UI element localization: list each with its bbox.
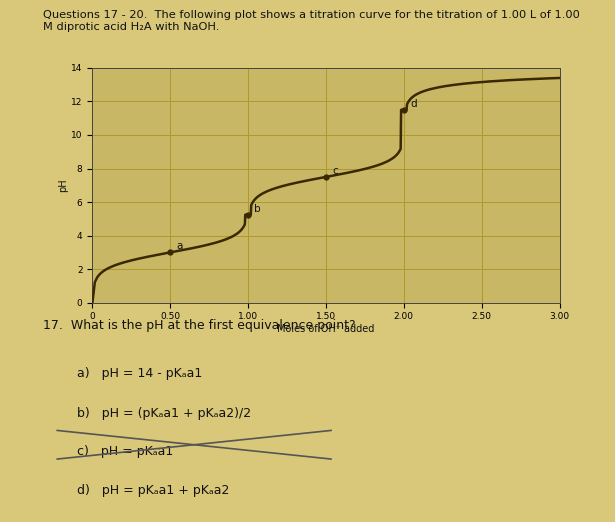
Text: a)   pH = 14 - pKₐa1: a) pH = 14 - pKₐa1: [77, 367, 202, 381]
Text: d: d: [410, 99, 417, 109]
Text: b)   pH = (pKₐa1 + pKₐa2)/2: b) pH = (pKₐa1 + pKₐa2)/2: [77, 407, 251, 420]
Text: a: a: [177, 241, 183, 251]
Text: c: c: [332, 167, 338, 176]
X-axis label: Moles of OH⁻ added: Moles of OH⁻ added: [277, 324, 375, 334]
Text: c)   pH = pKₐa1: c) pH = pKₐa1: [77, 445, 173, 458]
Text: d)   pH = pKₐa1 + pKₐa2: d) pH = pKₐa1 + pKₐa2: [77, 484, 229, 497]
Y-axis label: pH: pH: [58, 179, 68, 192]
Text: 17.  What is the pH at the first equivalence point?: 17. What is the pH at the first equivale…: [43, 319, 355, 333]
Text: Questions 17 - 20.  The following plot shows a titration curve for the titration: Questions 17 - 20. The following plot sh…: [43, 10, 580, 32]
Text: b: b: [254, 204, 261, 214]
